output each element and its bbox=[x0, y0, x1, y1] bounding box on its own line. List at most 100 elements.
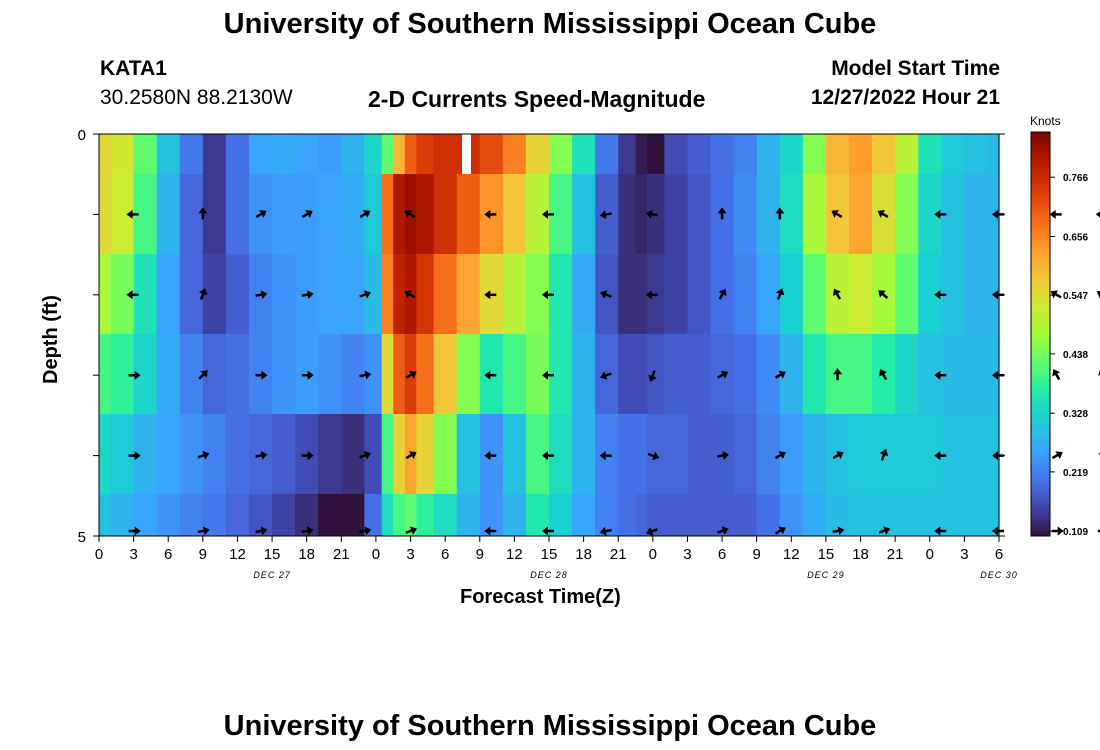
heatmap-cell bbox=[664, 174, 689, 254]
heatmap-cell bbox=[687, 414, 712, 494]
heatmap-cell bbox=[479, 494, 504, 536]
heatmap-cell bbox=[802, 414, 827, 494]
heatmap-cell bbox=[456, 174, 481, 254]
heatmap-cell bbox=[733, 494, 758, 536]
current-arrow bbox=[879, 449, 889, 461]
current-arrow bbox=[542, 451, 554, 461]
current-arrow bbox=[1052, 369, 1061, 381]
x-tick-label: 0 bbox=[95, 546, 103, 563]
current-arrow bbox=[404, 290, 416, 299]
heatmap-cell bbox=[202, 254, 227, 334]
heatmap-cell bbox=[416, 254, 435, 334]
heatmap-cell bbox=[918, 134, 942, 174]
heatmap-cell bbox=[618, 254, 637, 334]
heatmap-cell bbox=[664, 494, 689, 536]
heatmap-cell bbox=[272, 134, 296, 174]
heatmap-cell bbox=[918, 494, 942, 536]
current-arrow bbox=[716, 526, 729, 535]
heatmap-cell bbox=[987, 494, 1000, 536]
heatmap-cell bbox=[179, 414, 204, 494]
current-arrow bbox=[645, 209, 658, 219]
heatmap-cell bbox=[272, 334, 296, 414]
x-tick-label: 15 bbox=[264, 546, 281, 563]
heatmap-cell bbox=[618, 134, 637, 174]
heatmap-cell bbox=[502, 134, 527, 174]
current-arrow bbox=[832, 526, 845, 536]
heatmap-cell bbox=[364, 494, 383, 536]
heatmap-cell bbox=[525, 174, 550, 254]
current-arrow bbox=[600, 371, 612, 380]
x-tick-label: 6 bbox=[718, 546, 726, 563]
heatmap-cell bbox=[987, 334, 1000, 414]
x-tick-label: 18 bbox=[298, 546, 315, 563]
model-start-label: Model Start Time bbox=[831, 57, 1000, 80]
x-tick-label: 0 bbox=[372, 546, 380, 563]
heatmap-cell bbox=[433, 494, 458, 536]
current-arrow bbox=[647, 451, 660, 461]
current-arrow bbox=[877, 210, 889, 218]
current-arrow bbox=[1095, 209, 1100, 219]
heatmap-cell bbox=[225, 254, 250, 334]
colorbar-unit-label: Knots bbox=[1030, 114, 1061, 128]
current-arrow bbox=[934, 370, 947, 380]
heatmap-cell bbox=[572, 414, 596, 494]
heatmap-cell bbox=[318, 174, 342, 254]
x-tick-label: 12 bbox=[229, 546, 246, 563]
heatmap-cell bbox=[249, 414, 273, 494]
current-arrow bbox=[255, 450, 268, 460]
current-arrow bbox=[255, 526, 268, 536]
heatmap-cell bbox=[110, 174, 135, 254]
colorbar-gradient bbox=[1030, 131, 1051, 537]
chart-title: 2-D Currents Speed-Magnitude bbox=[368, 86, 706, 112]
heatmap-cell bbox=[272, 254, 296, 334]
current-arrow bbox=[359, 210, 371, 218]
current-arrow bbox=[774, 526, 786, 535]
current-arrow bbox=[197, 451, 210, 460]
heatmap-cell bbox=[635, 174, 648, 254]
heatmap-cell bbox=[433, 174, 458, 254]
heatmap-cell bbox=[733, 254, 758, 334]
current-arrow bbox=[197, 526, 210, 536]
heatmap-cell bbox=[572, 494, 596, 536]
heatmap-cell bbox=[318, 334, 342, 414]
heatmap-cell bbox=[341, 494, 365, 536]
heatmap-cell bbox=[456, 334, 481, 414]
heatmap-cell bbox=[895, 134, 919, 174]
current-arrow bbox=[301, 526, 314, 536]
current-arrow bbox=[542, 290, 554, 300]
x-tick-label: 6 bbox=[441, 546, 449, 563]
current-arrow bbox=[405, 526, 418, 535]
colorbar-tick-label: 0.547 bbox=[1063, 291, 1088, 302]
heatmap-cell bbox=[964, 134, 989, 174]
heatmap-cell bbox=[364, 134, 383, 174]
heatmap-cell bbox=[225, 494, 250, 536]
heatmap-cell bbox=[318, 254, 342, 334]
current-arrow bbox=[128, 370, 141, 380]
heatmap-cell bbox=[918, 414, 942, 494]
heatmap-cell bbox=[404, 134, 417, 174]
heatmap-cell bbox=[756, 134, 781, 174]
current-arrow bbox=[831, 210, 843, 218]
current-arrow bbox=[600, 290, 612, 299]
current-arrow bbox=[198, 207, 208, 220]
heatmap-cell bbox=[895, 174, 919, 254]
heatmap-cell bbox=[393, 494, 406, 536]
current-arrow bbox=[716, 450, 729, 460]
x-date-label: DEC 30 bbox=[980, 570, 1018, 580]
current-arrow bbox=[255, 210, 267, 218]
heatmap-cell bbox=[295, 134, 319, 174]
heatmap-cell bbox=[416, 494, 435, 536]
colorbar-tick-label: 0.656 bbox=[1063, 233, 1088, 244]
heatmap-cell bbox=[549, 254, 573, 334]
heatmap-cell bbox=[941, 334, 965, 414]
heatmap-cell bbox=[941, 494, 965, 536]
heatmap-cell bbox=[393, 254, 406, 334]
heatmap-cell bbox=[964, 414, 989, 494]
heatmap-cell bbox=[456, 494, 481, 536]
heatmap-cell bbox=[733, 414, 758, 494]
current-arrow bbox=[359, 451, 371, 460]
heatmap-cell bbox=[202, 174, 227, 254]
x-tick-label: 21 bbox=[610, 546, 627, 563]
heatmap-cell bbox=[225, 134, 250, 174]
current-arrow bbox=[405, 451, 417, 460]
